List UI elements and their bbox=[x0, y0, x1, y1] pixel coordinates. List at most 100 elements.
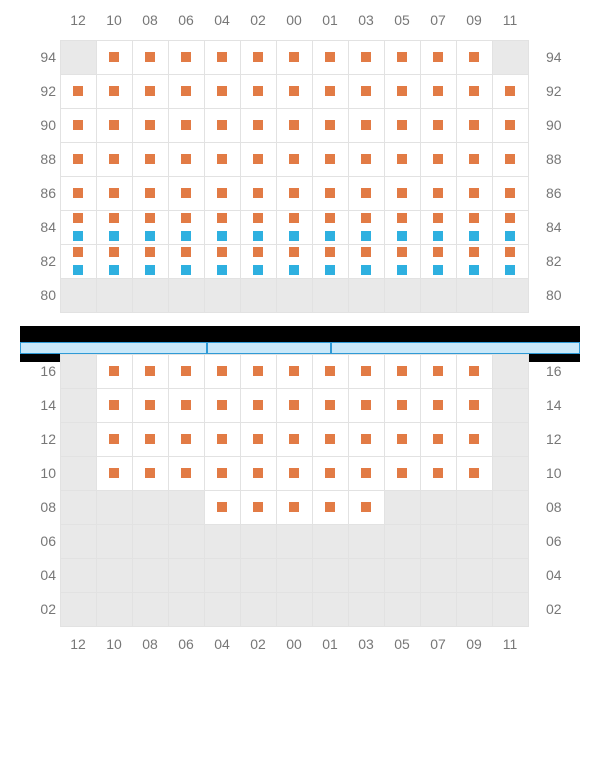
seat-empty bbox=[276, 278, 313, 313]
marker-orange bbox=[217, 400, 227, 410]
marker-orange bbox=[217, 434, 227, 444]
marker-orange bbox=[217, 468, 227, 478]
marker-orange bbox=[109, 247, 119, 257]
marker-orange bbox=[145, 86, 155, 96]
marker-orange bbox=[469, 188, 479, 198]
marker-orange bbox=[253, 366, 263, 376]
marker-orange bbox=[217, 120, 227, 130]
marker-orange bbox=[325, 86, 335, 96]
marker-blue bbox=[361, 265, 371, 275]
marker-orange bbox=[325, 188, 335, 198]
marker-orange bbox=[253, 247, 263, 257]
seat-empty bbox=[132, 592, 169, 627]
seat-empty bbox=[348, 278, 385, 313]
marker-orange bbox=[325, 366, 335, 376]
seat-empty bbox=[420, 558, 457, 593]
marker-orange bbox=[289, 86, 299, 96]
marker-orange bbox=[289, 400, 299, 410]
marker-orange bbox=[397, 366, 407, 376]
seat-empty bbox=[312, 558, 349, 593]
seat-empty bbox=[312, 592, 349, 627]
row-label: 82 bbox=[26, 251, 56, 271]
marker-orange bbox=[289, 468, 299, 478]
marker-blue bbox=[109, 265, 119, 275]
seat-empty bbox=[60, 592, 97, 627]
marker-orange bbox=[253, 86, 263, 96]
seat-empty bbox=[132, 524, 169, 559]
marker-blue bbox=[505, 231, 515, 241]
row-label: 12 bbox=[546, 429, 576, 449]
seat-empty bbox=[96, 524, 133, 559]
seat-empty bbox=[492, 524, 529, 559]
marker-orange bbox=[145, 52, 155, 62]
marker-orange bbox=[397, 86, 407, 96]
marker-orange bbox=[217, 86, 227, 96]
seat-empty bbox=[96, 278, 133, 313]
marker-orange bbox=[145, 213, 155, 223]
marker-orange bbox=[109, 366, 119, 376]
marker-orange bbox=[217, 247, 227, 257]
marker-orange bbox=[181, 52, 191, 62]
marker-orange bbox=[289, 120, 299, 130]
seat-empty bbox=[204, 592, 241, 627]
marker-orange bbox=[433, 400, 443, 410]
marker-orange bbox=[505, 247, 515, 257]
marker-orange bbox=[145, 188, 155, 198]
seat-empty bbox=[456, 490, 493, 525]
marker-orange bbox=[469, 213, 479, 223]
seat-empty bbox=[312, 524, 349, 559]
marker-orange bbox=[289, 502, 299, 512]
marker-blue bbox=[145, 231, 155, 241]
seat-empty bbox=[168, 490, 205, 525]
marker-blue bbox=[289, 265, 299, 275]
marker-orange bbox=[433, 154, 443, 164]
seat-empty bbox=[168, 558, 205, 593]
seat-empty bbox=[132, 490, 169, 525]
seat-empty bbox=[240, 524, 277, 559]
seat-empty bbox=[420, 524, 457, 559]
column-label: 07 bbox=[420, 12, 456, 28]
marker-orange bbox=[325, 400, 335, 410]
marker-orange bbox=[109, 154, 119, 164]
marker-orange bbox=[325, 434, 335, 444]
seat-empty bbox=[384, 524, 421, 559]
seat-empty bbox=[456, 524, 493, 559]
marker-orange bbox=[325, 213, 335, 223]
marker-orange bbox=[73, 120, 83, 130]
marker-orange bbox=[397, 213, 407, 223]
row-label: 94 bbox=[26, 47, 56, 67]
marker-orange bbox=[361, 188, 371, 198]
seat-empty bbox=[60, 524, 97, 559]
seat-empty bbox=[456, 592, 493, 627]
marker-orange bbox=[253, 188, 263, 198]
seat-empty bbox=[492, 456, 529, 491]
seat-empty bbox=[348, 558, 385, 593]
marker-orange bbox=[289, 188, 299, 198]
column-label: 10 bbox=[96, 636, 132, 652]
marker-orange bbox=[73, 213, 83, 223]
seat-empty bbox=[492, 592, 529, 627]
seat-empty bbox=[384, 490, 421, 525]
row-label: 16 bbox=[546, 361, 576, 381]
marker-orange bbox=[109, 213, 119, 223]
marker-orange bbox=[181, 154, 191, 164]
seat-empty bbox=[420, 278, 457, 313]
seat-empty bbox=[168, 524, 205, 559]
row-label: 80 bbox=[546, 285, 576, 305]
seat-empty bbox=[348, 524, 385, 559]
marker-orange bbox=[73, 86, 83, 96]
row-label: 90 bbox=[26, 115, 56, 135]
marker-orange bbox=[469, 120, 479, 130]
marker-orange bbox=[253, 434, 263, 444]
seat-empty bbox=[384, 558, 421, 593]
marker-blue bbox=[109, 231, 119, 241]
marker-blue bbox=[361, 231, 371, 241]
row-label: 86 bbox=[26, 183, 56, 203]
marker-orange bbox=[253, 52, 263, 62]
marker-orange bbox=[469, 400, 479, 410]
marker-orange bbox=[397, 52, 407, 62]
seat-empty bbox=[60, 388, 97, 423]
marker-orange bbox=[469, 366, 479, 376]
marker-orange bbox=[361, 502, 371, 512]
seat-empty bbox=[60, 40, 97, 75]
